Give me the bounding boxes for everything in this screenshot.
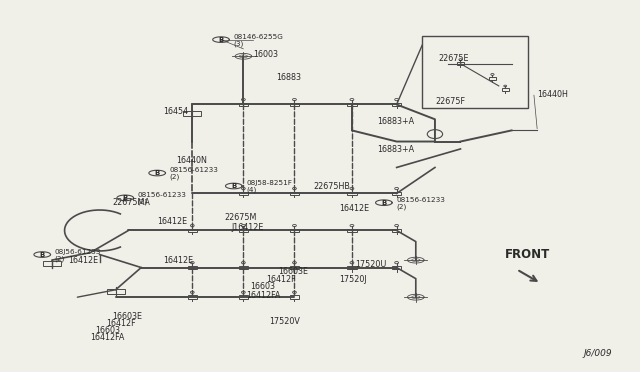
Text: 16412F: 16412F <box>266 275 295 284</box>
Bar <box>392 103 401 106</box>
Bar <box>188 229 197 232</box>
Text: 08156-61233: 08156-61233 <box>396 197 445 203</box>
Text: B: B <box>381 200 387 206</box>
Text: 16412E: 16412E <box>339 204 369 213</box>
Bar <box>392 229 401 232</box>
Bar <box>239 192 248 195</box>
Text: (3): (3) <box>234 40 244 46</box>
Text: 22675E: 22675E <box>438 54 468 62</box>
Bar <box>188 295 197 299</box>
Text: 17520J: 17520J <box>339 275 367 284</box>
Text: 16883: 16883 <box>276 73 301 82</box>
Text: 22675HB: 22675HB <box>314 182 351 191</box>
Text: (2): (2) <box>54 255 65 262</box>
Text: 16440N: 16440N <box>176 155 207 164</box>
Bar <box>290 103 299 106</box>
Text: 16603E: 16603E <box>278 267 308 276</box>
Bar <box>290 229 299 232</box>
Text: 17520V: 17520V <box>269 317 300 326</box>
Bar <box>392 192 401 195</box>
Text: 16883+A: 16883+A <box>378 117 415 126</box>
Text: 16883+A: 16883+A <box>378 145 415 154</box>
Bar <box>457 62 465 65</box>
Text: 22675F: 22675F <box>435 97 465 106</box>
Text: B: B <box>231 183 236 189</box>
Text: J16412E: J16412E <box>232 223 264 232</box>
Bar <box>290 192 299 195</box>
Text: 16412E: 16412E <box>68 256 98 265</box>
Bar <box>183 111 201 116</box>
Bar <box>239 295 248 299</box>
Bar <box>422 36 527 108</box>
Bar <box>488 77 496 80</box>
Bar <box>348 229 356 232</box>
Text: B: B <box>40 251 45 257</box>
Bar <box>43 261 61 266</box>
Text: 16603E: 16603E <box>113 312 143 321</box>
Bar <box>290 266 299 269</box>
Bar <box>502 88 509 91</box>
Text: 16003: 16003 <box>253 50 278 59</box>
Text: 16440H: 16440H <box>537 90 568 99</box>
Text: B: B <box>218 36 223 43</box>
Text: 16412E: 16412E <box>164 256 194 265</box>
Text: 16603: 16603 <box>250 282 275 291</box>
Text: J6/009: J6/009 <box>584 349 612 358</box>
Text: 16454: 16454 <box>164 108 189 116</box>
Text: 08156-61233: 08156-61233 <box>170 167 218 173</box>
Text: 16412FA: 16412FA <box>246 291 281 300</box>
Text: 16412F: 16412F <box>106 320 136 328</box>
Bar <box>107 289 125 294</box>
Bar <box>239 103 248 106</box>
Text: B: B <box>154 170 160 176</box>
Text: 16412FA: 16412FA <box>90 333 124 343</box>
Text: 16603: 16603 <box>95 326 120 335</box>
Text: 08J58-8251F: 08J58-8251F <box>246 180 292 186</box>
Text: (2): (2) <box>170 173 180 180</box>
Text: 08J56-61233: 08J56-61233 <box>54 248 101 254</box>
Text: 17520U: 17520U <box>355 260 387 269</box>
Text: (2): (2) <box>138 198 148 205</box>
Text: 08156-61233: 08156-61233 <box>138 192 186 198</box>
Text: (2): (2) <box>396 203 406 210</box>
Text: 08146-6255G: 08146-6255G <box>234 33 284 40</box>
Text: (4): (4) <box>246 186 257 193</box>
Bar <box>348 192 356 195</box>
Bar <box>348 266 356 269</box>
Text: B: B <box>123 195 128 201</box>
Bar <box>290 295 299 299</box>
Text: 22675MA: 22675MA <box>113 198 150 207</box>
Text: 16412E: 16412E <box>157 217 188 226</box>
Bar <box>239 266 248 269</box>
Text: FRONT: FRONT <box>505 248 550 261</box>
Bar <box>239 229 248 232</box>
Bar <box>188 266 197 269</box>
Bar <box>348 103 356 106</box>
Text: 22675M: 22675M <box>224 213 257 222</box>
Bar <box>392 266 401 269</box>
